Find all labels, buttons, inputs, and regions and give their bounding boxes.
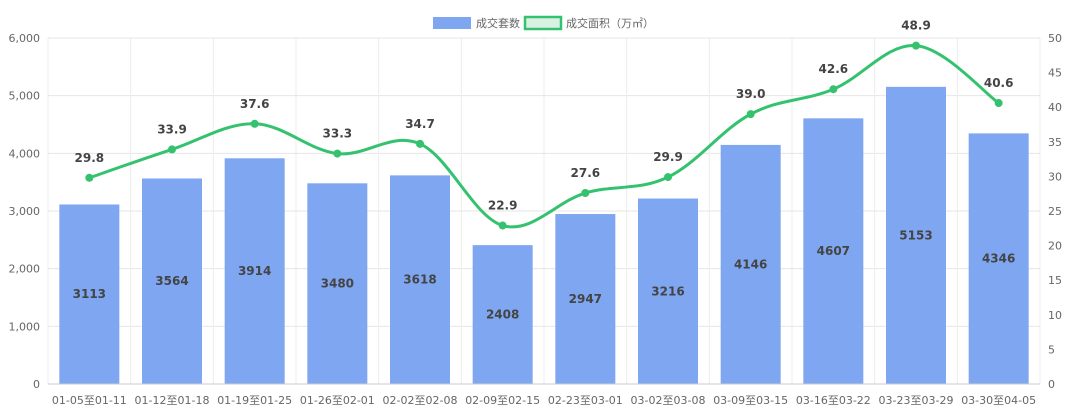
line-point[interactable]: [581, 189, 590, 198]
line-point[interactable]: [333, 149, 342, 158]
line-point[interactable]: [168, 145, 176, 154]
line-value-label: 27.6: [571, 166, 601, 180]
y-right-tick-label: 0: [1048, 378, 1055, 391]
bar-value-label: 2408: [486, 308, 519, 322]
axes: 0 1,000 2,000 3,000 4,000 5,000 6,000 0 5 10 15 20 2…: [9, 32, 1063, 407]
bar-value-label: 3216: [651, 284, 684, 298]
y-right-tick-label: 20: [1048, 240, 1062, 253]
x-tick-label: 01-12至01-18: [135, 394, 210, 407]
bar-value-label: 4607: [817, 244, 850, 258]
bar-value-label: 3564: [155, 274, 188, 288]
bar-value-label: 2947: [569, 292, 602, 306]
y-left-tick-label: 0: [33, 378, 40, 391]
y-right-tick-label: 40: [1048, 101, 1062, 114]
line-value-label: 33.9: [157, 122, 187, 136]
line-point[interactable]: [664, 173, 672, 182]
y-right-tick-label: 50: [1048, 32, 1062, 45]
y-right-tick-label: 10: [1048, 309, 1062, 322]
line-point[interactable]: [994, 99, 1003, 108]
bar[interactable]: [968, 133, 1029, 384]
bar[interactable]: [224, 158, 285, 384]
legend-bar-swatch: [433, 17, 471, 29]
bar-value-label: 5153: [899, 228, 932, 242]
bar[interactable]: [555, 214, 616, 384]
line-point[interactable]: [416, 139, 424, 148]
line-point[interactable]: [829, 85, 838, 94]
line-value-label: 34.7: [405, 117, 435, 131]
x-tick-label: 03-02至03-08: [631, 394, 706, 407]
line-value-label: 40.6: [984, 76, 1014, 90]
bar[interactable]: [390, 175, 450, 384]
x-tick-label: 02-23至03-01: [548, 394, 623, 407]
bar-value-label: 4346: [982, 252, 1015, 266]
bar-value-label: 3618: [403, 273, 436, 287]
line-value-label: 37.6: [240, 97, 270, 111]
y-right-tick-label: 5: [1048, 343, 1055, 356]
grid-lines: [47, 37, 1041, 385]
bar-value-label: 3914: [238, 264, 271, 278]
line-point[interactable]: [746, 110, 755, 119]
y-right-tick-label: 45: [1048, 67, 1062, 80]
line-value-label: 48.9: [901, 19, 931, 33]
x-tick-label: 01-05至01-11: [52, 394, 127, 407]
bar-value-label: 4146: [734, 257, 767, 271]
bar-series: 3113 3564 3914 3480 3618 2408 2947 3216 4146 4607…: [59, 86, 1029, 385]
bar[interactable]: [638, 198, 698, 384]
line-point[interactable]: [498, 221, 507, 230]
line-value-label: 29.8: [75, 151, 105, 165]
line-value-label: 22.9: [488, 199, 518, 213]
x-tick-label: 02-02至02-08: [383, 394, 458, 407]
x-tick-label: 02-09至02-15: [465, 394, 540, 407]
line-value-label: 33.3: [323, 127, 353, 141]
line-point[interactable]: [250, 119, 259, 128]
y-left-tick-label: 5,000: [9, 90, 41, 103]
bar[interactable]: [142, 178, 202, 384]
line-value-label: 42.6: [819, 62, 849, 76]
y-right-tick-label: 25: [1048, 205, 1062, 218]
y-right-tick-label: 15: [1048, 274, 1062, 287]
bar[interactable]: [59, 204, 120, 384]
x-tick-label: 01-19至01-25: [217, 394, 292, 407]
y-left-tick-label: 3,000: [9, 205, 41, 218]
line-value-label: 29.9: [653, 150, 683, 164]
y-left-tick-label: 6,000: [9, 32, 41, 45]
y-left-tick-label: 1,000: [9, 320, 41, 333]
legend-line-label: 成交面积（万㎡）: [566, 16, 654, 30]
line-value-label: 39.0: [736, 87, 766, 101]
y-left-tick-label: 2,000: [9, 263, 41, 276]
line-series: 29.8 33.9 37.6 33.3 34.7 22.9 27.6 29.9 39.0 42.6…: [75, 19, 1014, 230]
bar[interactable]: [472, 245, 533, 384]
x-tick-label: 03-16至03-22: [796, 394, 871, 407]
y-left-tick-label: 4,000: [9, 147, 41, 160]
y-right-tick-label: 35: [1048, 136, 1062, 149]
bar[interactable]: [307, 183, 368, 384]
x-tick-label: 03-09至03-15: [713, 394, 788, 407]
line-point[interactable]: [85, 173, 94, 182]
bar-value-label: 3480: [321, 277, 354, 291]
bar-value-label: 3113: [73, 287, 106, 301]
bar[interactable]: [720, 144, 781, 384]
x-tick-label: 03-30至04-05: [961, 394, 1036, 407]
y-right-tick-label: 30: [1048, 170, 1062, 183]
legend-line-swatch: [523, 15, 563, 31]
legend-bar-label: 成交套数: [476, 16, 520, 30]
x-tick-label: 01-26至02-01: [300, 394, 375, 407]
bar[interactable]: [886, 86, 946, 385]
line-point[interactable]: [912, 41, 920, 50]
x-tick-label: 03-23至03-29: [879, 394, 954, 407]
legend[interactable]: 成交套数 成交面积（万㎡）: [433, 15, 654, 31]
bar[interactable]: [803, 118, 864, 385]
